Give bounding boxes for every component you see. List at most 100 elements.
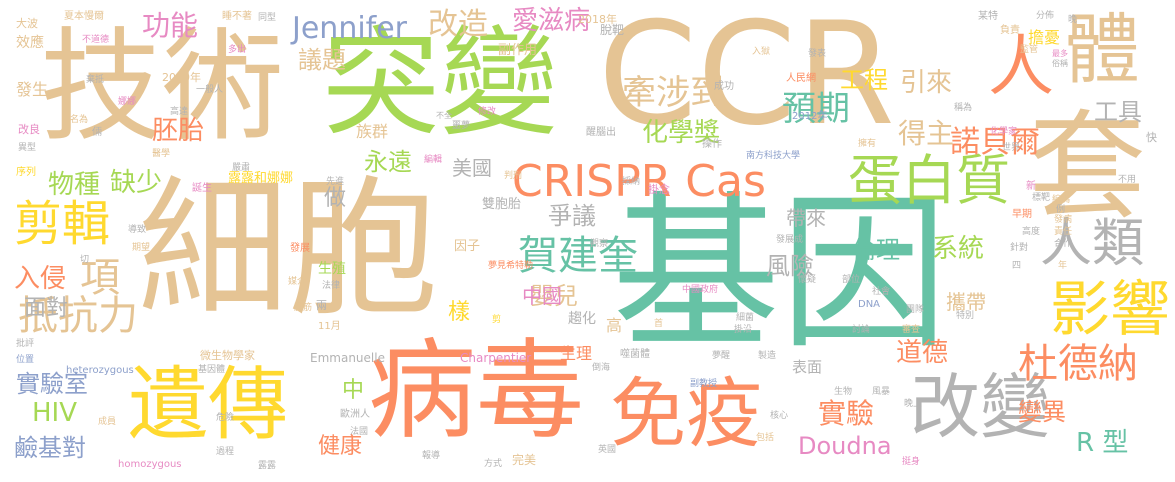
cloud-word: 名為 (70, 115, 89, 125)
cloud-word: 發表 (808, 49, 827, 59)
cloud-word: 法國 (350, 427, 369, 437)
cloud-word: homozygous (118, 459, 182, 470)
cloud-word: 先進 (326, 177, 345, 187)
cloud-word: 不全 (436, 111, 452, 120)
cloud-word: 過程 (216, 447, 235, 457)
cloud-word: 擁有 (858, 139, 877, 149)
cloud-word: 高達 (170, 107, 189, 117)
cloud-word: 突變 (322, 14, 559, 152)
cloud-word: 露露 (258, 461, 277, 471)
cloud-word: 睡不著 (222, 11, 252, 22)
cloud-word: 功能 (142, 9, 199, 42)
cloud-word: 預期 (782, 89, 850, 129)
cloud-word: 中國 (522, 284, 562, 308)
cloud-word: Jennifer (292, 11, 408, 46)
cloud-word: 掛沿 (734, 325, 753, 335)
cloud-word: Charpentier (460, 351, 532, 365)
cloud-word: 夏本慢爾 (64, 11, 104, 22)
cloud-word: 得主 (898, 117, 955, 150)
cloud-word: R 型 (1076, 428, 1129, 458)
cloud-word: 人 (988, 28, 1054, 105)
cloud-word: 四 (1012, 261, 1022, 271)
cloud-word: 杜德納 (1018, 341, 1138, 387)
cloud-word: 倆 (92, 127, 102, 138)
cloud-word: 系統 (932, 234, 985, 264)
cloud-word: 夢醒 (712, 351, 731, 361)
cloud-word: 製造 (758, 351, 777, 361)
cloud-word: 表面 (792, 358, 823, 376)
cloud-word: 擔憂 (1028, 28, 1061, 47)
cloud-word: 生物 (834, 387, 853, 397)
cloud-word: 報導 (422, 451, 441, 461)
cloud-word: 成功 (714, 81, 734, 92)
cloud-word: 早期 (1012, 209, 1032, 220)
cloud-word: 細胞 (138, 163, 439, 337)
cloud-word: 醒腦出 (586, 127, 616, 138)
cloud-word: 抵抗力 (18, 293, 138, 339)
cloud-word: 11月 (318, 321, 341, 332)
cloud-word: 討論 (852, 325, 871, 335)
cloud-word: 露露和娜娜 (228, 171, 294, 186)
cloud-word: DNA (858, 299, 881, 310)
cloud-word: 基因 (612, 176, 948, 372)
cloud-word: 團隊 (906, 305, 925, 315)
cloud-word: 編輯 (424, 155, 443, 165)
cloud-word: 腦筋 (294, 303, 313, 313)
cloud-word: 免疫 (610, 369, 762, 458)
cloud-word: 蛋白質 (848, 149, 1010, 212)
cloud-word: 切 (80, 255, 90, 265)
cloud-word: 同型 (258, 13, 277, 23)
cloud-word: 發生 (16, 80, 49, 99)
cloud-word: 缺少 (110, 168, 163, 198)
cloud-word: 社會 (872, 287, 891, 297)
cloud-word: 實驗室 (16, 370, 88, 398)
cloud-word: 噬菌體 (620, 349, 650, 360)
cloud-word: 議題 (298, 46, 346, 74)
cloud-word: 技術 (40, 16, 284, 158)
cloud-word: 娜娜 (118, 97, 137, 107)
cloud-word: 歐洲人 (340, 409, 370, 420)
cloud-word: 生理 (560, 344, 593, 363)
cloud-word: 遺傳 (128, 358, 288, 451)
cloud-word: 工程 (840, 66, 888, 94)
cloud-word: 最多 (1052, 49, 1068, 58)
cloud-word: 媒介 (288, 277, 307, 287)
cloud-word: 愛滋病 (512, 6, 591, 36)
cloud-word: 樣 (448, 300, 471, 325)
cloud-word: 諾貝爾 (950, 125, 1040, 160)
cloud-word: 兩 (316, 299, 327, 312)
cloud-word: 晚上 (904, 399, 923, 409)
cloud-word: 因子 (454, 239, 481, 254)
cloud-word: 項 (80, 255, 120, 301)
cloud-word: 年 (1058, 261, 1068, 271)
cloud-word: 多出 (228, 45, 247, 55)
cloud-word: 健康 (318, 434, 363, 459)
cloud-word: 改良 (18, 123, 40, 136)
cloud-word: 變異 (1018, 398, 1066, 426)
cloud-word: 副教授 (690, 379, 718, 389)
cloud-word: 副作用 (498, 43, 538, 58)
cloud-word: 噩夢 (452, 121, 471, 131)
cloud-word: 高 (606, 316, 623, 335)
cloud-word: 脫靶 (600, 23, 625, 37)
cloud-word: 改造 (428, 7, 488, 42)
cloud-word: 實驗 (818, 397, 875, 430)
cloud-word: 發病 (1054, 215, 1073, 225)
cloud-word: 風險 (766, 252, 814, 280)
cloud-word: 俗稱 (1052, 59, 1068, 68)
cloud-word: 2012年 (792, 111, 828, 122)
cloud-word: CRISPR Cas (512, 156, 766, 207)
cloud-word: 夢見希特勒 (488, 261, 534, 271)
cloud-word: 南方科技大學 (746, 151, 801, 161)
cloud-word: 醫學 (152, 149, 171, 159)
cloud-word: 趨化 (568, 311, 596, 327)
cloud-word: 包括 (756, 433, 775, 443)
cloud-word: CCR (598, 0, 895, 157)
cloud-word: 高度 (1022, 227, 1041, 237)
cloud-word: 體 (1064, 5, 1140, 94)
cloud-word: 期望 (132, 243, 151, 253)
cloud-word: 雙胞胎 (482, 197, 522, 212)
cloud-word: 危險 (216, 413, 235, 423)
cloud-word: 分佈 (1036, 11, 1055, 21)
